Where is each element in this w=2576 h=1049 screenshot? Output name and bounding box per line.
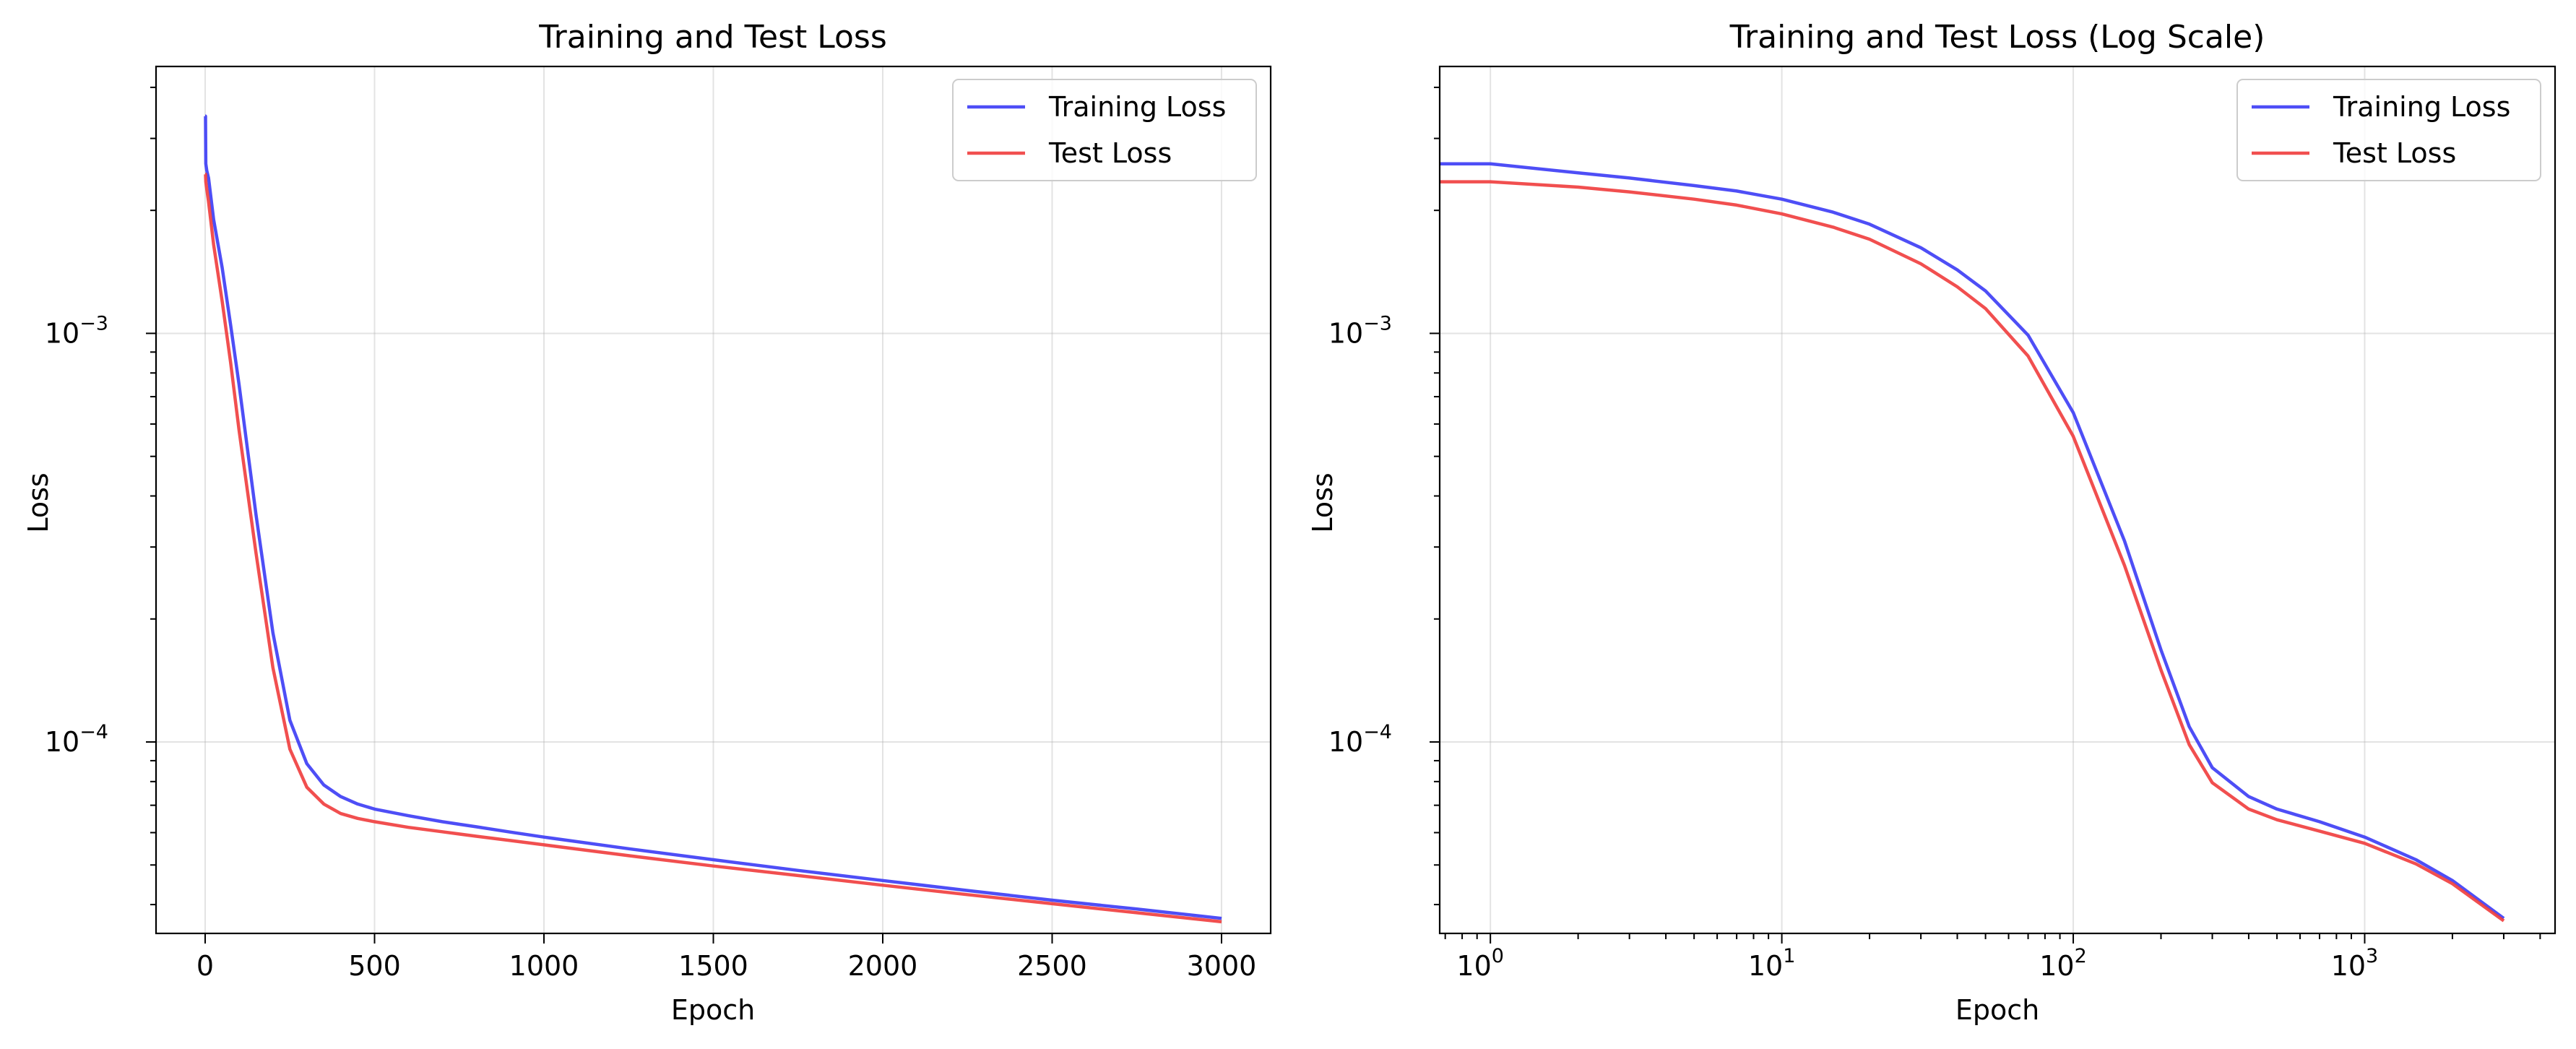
- left-y-tick-label-exponent: −3: [79, 312, 108, 334]
- right-legend-training-label: Training Loss: [2333, 91, 2510, 123]
- right-legend-test-label: Test Loss: [2333, 137, 2456, 169]
- left-training-loss-line: [204, 114, 1222, 920]
- right-training-loss-line: [1440, 162, 2505, 920]
- left-legend-test-label: Test Loss: [1048, 137, 1172, 169]
- right-chart-title: Training and Test Loss (Log Scale): [1729, 19, 2265, 56]
- right-grid: [1440, 66, 2555, 933]
- left-x-tick-label: 500: [348, 950, 401, 982]
- right-y-tick-label-exponent: −3: [1363, 312, 1392, 334]
- right-legend: Training Loss Test Loss: [2236, 79, 2541, 181]
- left-plot-lines: [204, 114, 1222, 924]
- right-x-tick-label-exponent: 1: [1783, 945, 1795, 967]
- left-grid: [156, 66, 1271, 933]
- right-y-axis-label: Loss: [1307, 472, 1339, 532]
- left-y-axis-label: Loss: [22, 472, 54, 532]
- right-y-tick-label-exponent: −4: [1363, 721, 1392, 743]
- right-chart-panel: Training and Test Loss (Log Scale) Epoch…: [1307, 19, 2556, 1026]
- right-axes-frame: [1438, 65, 2556, 935]
- right-x-tick-label-exponent: 3: [2366, 945, 2378, 967]
- left-y-tick-label-exponent: −4: [79, 721, 108, 743]
- right-plot-lines: [1440, 162, 2505, 923]
- left-x-tick-label: 3000: [1187, 950, 1257, 982]
- left-chart-title: Training and Test Loss: [538, 19, 887, 56]
- left-x-axis-label: Epoch: [671, 994, 755, 1026]
- right-x-tick-label-exponent: 2: [2075, 945, 2087, 967]
- left-x-tick-label: 0: [196, 950, 214, 982]
- right-x-tick-label-exponent: 0: [1492, 945, 1504, 967]
- left-ticks: 10−310−40 500 1000 1500 2000 2500 3000: [45, 86, 1257, 982]
- right-test-loss-line: [1440, 180, 2505, 923]
- left-legend-training-label: Training Loss: [1048, 91, 1226, 123]
- right-x-tick-label: 100: [1456, 945, 1504, 982]
- left-x-tick-label: 2000: [848, 950, 918, 982]
- left-x-tick-label: 2500: [1017, 950, 1087, 982]
- left-legend-box: [952, 79, 1257, 181]
- left-x-tick-label: 1500: [678, 950, 748, 982]
- left-chart-panel: Training and Test Loss Epoch Loss 10−310…: [22, 19, 1272, 1026]
- left-test-loss-line: [204, 173, 1222, 924]
- left-legend: Training Loss Test Loss: [952, 79, 1257, 181]
- right-x-axis-label: Epoch: [1955, 994, 2039, 1026]
- right-y-tick-label: 10−4: [1328, 721, 1392, 758]
- left-x-tick-label: 1000: [509, 950, 579, 982]
- right-legend-box: [2236, 79, 2541, 181]
